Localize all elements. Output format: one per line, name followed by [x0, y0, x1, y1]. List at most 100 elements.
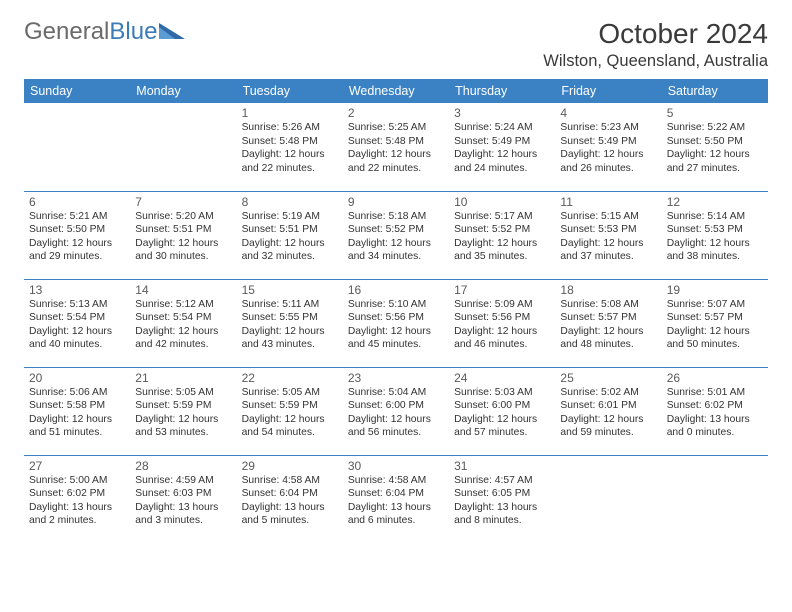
weekday-header: Wednesday — [343, 79, 449, 103]
day-number: 29 — [242, 459, 338, 473]
weekday-header: Friday — [555, 79, 661, 103]
day-number: 6 — [29, 195, 125, 209]
header: GeneralBlue October 2024 Wilston, Queens… — [24, 18, 768, 71]
calendar-day-cell: 11Sunrise: 5:15 AMSunset: 5:53 PMDayligh… — [555, 191, 661, 279]
day-number: 21 — [135, 371, 231, 385]
day-detail: Sunrise: 4:57 AMSunset: 6:05 PMDaylight:… — [454, 474, 550, 528]
calendar-empty-cell — [555, 455, 661, 543]
title-block: October 2024 Wilston, Queensland, Austra… — [543, 18, 768, 71]
calendar-day-cell: 5Sunrise: 5:22 AMSunset: 5:50 PMDaylight… — [662, 103, 768, 191]
calendar-day-cell: 2Sunrise: 5:25 AMSunset: 5:48 PMDaylight… — [343, 103, 449, 191]
day-detail: Sunrise: 5:25 AMSunset: 5:48 PMDaylight:… — [348, 121, 444, 175]
day-detail: Sunrise: 5:13 AMSunset: 5:54 PMDaylight:… — [29, 298, 125, 352]
calendar-day-cell: 24Sunrise: 5:03 AMSunset: 6:00 PMDayligh… — [449, 367, 555, 455]
day-detail: Sunrise: 5:01 AMSunset: 6:02 PMDaylight:… — [667, 386, 763, 440]
calendar-empty-cell — [662, 455, 768, 543]
day-number: 1 — [242, 106, 338, 120]
day-detail: Sunrise: 5:02 AMSunset: 6:01 PMDaylight:… — [560, 386, 656, 440]
calendar-day-cell: 30Sunrise: 4:58 AMSunset: 6:04 PMDayligh… — [343, 455, 449, 543]
calendar-day-cell: 12Sunrise: 5:14 AMSunset: 5:53 PMDayligh… — [662, 191, 768, 279]
logo-triangle-icon — [159, 18, 185, 46]
day-number: 25 — [560, 371, 656, 385]
calendar-day-cell: 28Sunrise: 4:59 AMSunset: 6:03 PMDayligh… — [130, 455, 236, 543]
day-number: 9 — [348, 195, 444, 209]
calendar-day-cell: 1Sunrise: 5:26 AMSunset: 5:48 PMDaylight… — [237, 103, 343, 191]
calendar-day-cell: 13Sunrise: 5:13 AMSunset: 5:54 PMDayligh… — [24, 279, 130, 367]
day-number: 19 — [667, 283, 763, 297]
day-detail: Sunrise: 5:18 AMSunset: 5:52 PMDaylight:… — [348, 210, 444, 264]
brand-logo: GeneralBlue — [24, 18, 185, 46]
day-number: 3 — [454, 106, 550, 120]
day-detail: Sunrise: 5:08 AMSunset: 5:57 PMDaylight:… — [560, 298, 656, 352]
day-detail: Sunrise: 4:58 AMSunset: 6:04 PMDaylight:… — [348, 474, 444, 528]
day-detail: Sunrise: 5:05 AMSunset: 5:59 PMDaylight:… — [242, 386, 338, 440]
day-number: 2 — [348, 106, 444, 120]
day-detail: Sunrise: 5:24 AMSunset: 5:49 PMDaylight:… — [454, 121, 550, 175]
day-number: 12 — [667, 195, 763, 209]
day-detail: Sunrise: 5:20 AMSunset: 5:51 PMDaylight:… — [135, 210, 231, 264]
day-number: 28 — [135, 459, 231, 473]
calendar-day-cell: 18Sunrise: 5:08 AMSunset: 5:57 PMDayligh… — [555, 279, 661, 367]
calendar-week-row: 1Sunrise: 5:26 AMSunset: 5:48 PMDaylight… — [24, 103, 768, 191]
calendar-week-row: 13Sunrise: 5:13 AMSunset: 5:54 PMDayligh… — [24, 279, 768, 367]
day-number: 20 — [29, 371, 125, 385]
brand-part1: General — [24, 18, 109, 46]
day-detail: Sunrise: 5:23 AMSunset: 5:49 PMDaylight:… — [560, 121, 656, 175]
day-number: 26 — [667, 371, 763, 385]
day-detail: Sunrise: 4:59 AMSunset: 6:03 PMDaylight:… — [135, 474, 231, 528]
calendar-empty-cell — [24, 103, 130, 191]
day-detail: Sunrise: 5:00 AMSunset: 6:02 PMDaylight:… — [29, 474, 125, 528]
month-title: October 2024 — [543, 18, 768, 50]
day-number: 13 — [29, 283, 125, 297]
calendar-day-cell: 9Sunrise: 5:18 AMSunset: 5:52 PMDaylight… — [343, 191, 449, 279]
calendar-day-cell: 7Sunrise: 5:20 AMSunset: 5:51 PMDaylight… — [130, 191, 236, 279]
calendar-week-row: 6Sunrise: 5:21 AMSunset: 5:50 PMDaylight… — [24, 191, 768, 279]
calendar-day-cell: 3Sunrise: 5:24 AMSunset: 5:49 PMDaylight… — [449, 103, 555, 191]
calendar-table: SundayMondayTuesdayWednesdayThursdayFrid… — [24, 79, 768, 543]
day-detail: Sunrise: 5:07 AMSunset: 5:57 PMDaylight:… — [667, 298, 763, 352]
day-detail: Sunrise: 5:14 AMSunset: 5:53 PMDaylight:… — [667, 210, 763, 264]
day-number: 31 — [454, 459, 550, 473]
calendar-empty-cell — [130, 103, 236, 191]
day-detail: Sunrise: 5:04 AMSunset: 6:00 PMDaylight:… — [348, 386, 444, 440]
day-number: 11 — [560, 195, 656, 209]
day-number: 5 — [667, 106, 763, 120]
day-number: 24 — [454, 371, 550, 385]
weekday-header: Monday — [130, 79, 236, 103]
day-number: 22 — [242, 371, 338, 385]
day-detail: Sunrise: 5:06 AMSunset: 5:58 PMDaylight:… — [29, 386, 125, 440]
calendar-day-cell: 20Sunrise: 5:06 AMSunset: 5:58 PMDayligh… — [24, 367, 130, 455]
calendar-day-cell: 14Sunrise: 5:12 AMSunset: 5:54 PMDayligh… — [130, 279, 236, 367]
calendar-week-row: 20Sunrise: 5:06 AMSunset: 5:58 PMDayligh… — [24, 367, 768, 455]
calendar-day-cell: 19Sunrise: 5:07 AMSunset: 5:57 PMDayligh… — [662, 279, 768, 367]
day-detail: Sunrise: 5:09 AMSunset: 5:56 PMDaylight:… — [454, 298, 550, 352]
day-number: 7 — [135, 195, 231, 209]
calendar-week-row: 27Sunrise: 5:00 AMSunset: 6:02 PMDayligh… — [24, 455, 768, 543]
calendar-day-cell: 29Sunrise: 4:58 AMSunset: 6:04 PMDayligh… — [237, 455, 343, 543]
calendar-day-cell: 25Sunrise: 5:02 AMSunset: 6:01 PMDayligh… — [555, 367, 661, 455]
weekday-header: Thursday — [449, 79, 555, 103]
day-number: 27 — [29, 459, 125, 473]
day-number: 30 — [348, 459, 444, 473]
day-number: 17 — [454, 283, 550, 297]
day-number: 14 — [135, 283, 231, 297]
day-detail: Sunrise: 5:26 AMSunset: 5:48 PMDaylight:… — [242, 121, 338, 175]
day-detail: Sunrise: 5:05 AMSunset: 5:59 PMDaylight:… — [135, 386, 231, 440]
day-detail: Sunrise: 5:10 AMSunset: 5:56 PMDaylight:… — [348, 298, 444, 352]
calendar-day-cell: 31Sunrise: 4:57 AMSunset: 6:05 PMDayligh… — [449, 455, 555, 543]
day-detail: Sunrise: 4:58 AMSunset: 6:04 PMDaylight:… — [242, 474, 338, 528]
day-detail: Sunrise: 5:11 AMSunset: 5:55 PMDaylight:… — [242, 298, 338, 352]
calendar-day-cell: 16Sunrise: 5:10 AMSunset: 5:56 PMDayligh… — [343, 279, 449, 367]
weekday-header: Saturday — [662, 79, 768, 103]
calendar-day-cell: 27Sunrise: 5:00 AMSunset: 6:02 PMDayligh… — [24, 455, 130, 543]
day-detail: Sunrise: 5:03 AMSunset: 6:00 PMDaylight:… — [454, 386, 550, 440]
day-detail: Sunrise: 5:15 AMSunset: 5:53 PMDaylight:… — [560, 210, 656, 264]
calendar-day-cell: 17Sunrise: 5:09 AMSunset: 5:56 PMDayligh… — [449, 279, 555, 367]
calendar-day-cell: 8Sunrise: 5:19 AMSunset: 5:51 PMDaylight… — [237, 191, 343, 279]
brand-part2: Blue — [109, 18, 157, 46]
weekday-header: Sunday — [24, 79, 130, 103]
calendar-day-cell: 21Sunrise: 5:05 AMSunset: 5:59 PMDayligh… — [130, 367, 236, 455]
weekday-header-row: SundayMondayTuesdayWednesdayThursdayFrid… — [24, 79, 768, 103]
day-number: 4 — [560, 106, 656, 120]
calendar-day-cell: 22Sunrise: 5:05 AMSunset: 5:59 PMDayligh… — [237, 367, 343, 455]
